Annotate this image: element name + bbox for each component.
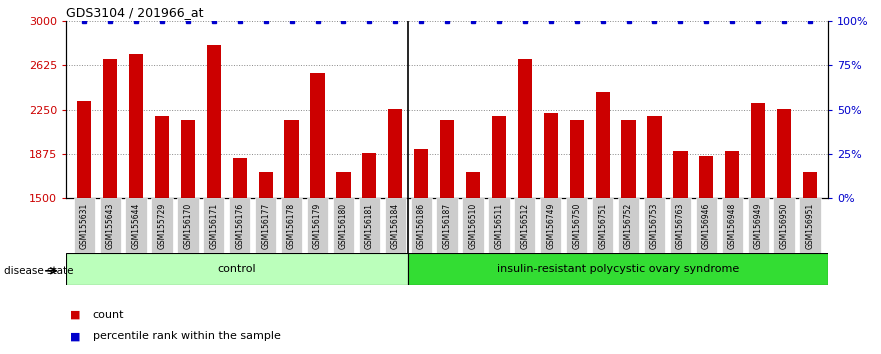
FancyBboxPatch shape (204, 198, 225, 253)
FancyBboxPatch shape (722, 198, 743, 253)
Text: GSM156946: GSM156946 (702, 202, 711, 249)
Text: GSM156751: GSM156751 (598, 202, 607, 249)
Text: GSM156181: GSM156181 (365, 202, 374, 249)
Bar (129, 54, 144, 198)
FancyBboxPatch shape (100, 198, 121, 253)
FancyBboxPatch shape (177, 198, 198, 253)
FancyBboxPatch shape (307, 198, 328, 253)
Text: control: control (218, 264, 256, 274)
Text: GDS3104 / 201966_at: GDS3104 / 201966_at (66, 6, 204, 19)
FancyBboxPatch shape (644, 198, 665, 253)
Bar (103, 59, 117, 198)
Text: GSM156512: GSM156512 (521, 202, 529, 249)
Bar (648, 116, 662, 198)
Bar (362, 153, 376, 198)
Text: ■: ■ (70, 310, 81, 320)
FancyBboxPatch shape (152, 198, 173, 253)
FancyBboxPatch shape (618, 198, 640, 253)
FancyBboxPatch shape (411, 198, 432, 253)
Text: GSM156177: GSM156177 (261, 202, 270, 249)
FancyBboxPatch shape (463, 198, 484, 253)
Text: GSM156763: GSM156763 (676, 202, 685, 249)
Text: GSM156951: GSM156951 (805, 202, 815, 249)
Bar (440, 120, 455, 198)
Text: percentile rank within the sample: percentile rank within the sample (93, 331, 280, 341)
FancyBboxPatch shape (799, 198, 820, 253)
Bar (155, 116, 169, 198)
Text: insulin-resistant polycystic ovary syndrome: insulin-resistant polycystic ovary syndr… (497, 264, 739, 274)
Bar (310, 73, 324, 198)
Text: GSM156179: GSM156179 (313, 202, 322, 249)
Bar (181, 120, 195, 198)
Text: GSM156948: GSM156948 (728, 202, 737, 249)
FancyBboxPatch shape (488, 198, 509, 253)
Text: count: count (93, 310, 124, 320)
FancyBboxPatch shape (66, 253, 408, 285)
Text: GSM156753: GSM156753 (650, 202, 659, 249)
Text: GSM156171: GSM156171 (210, 202, 218, 249)
Bar (492, 116, 506, 198)
FancyBboxPatch shape (229, 198, 250, 253)
Bar (389, 109, 403, 198)
Bar (207, 45, 221, 198)
FancyBboxPatch shape (385, 198, 406, 253)
Bar (337, 172, 351, 198)
Bar (518, 59, 532, 198)
Text: GSM156949: GSM156949 (753, 202, 763, 249)
Text: GSM156187: GSM156187 (442, 202, 452, 249)
Text: GSM155643: GSM155643 (106, 202, 115, 249)
FancyBboxPatch shape (255, 198, 277, 253)
Text: GSM156511: GSM156511 (494, 202, 503, 249)
FancyBboxPatch shape (592, 198, 613, 253)
Text: GSM156749: GSM156749 (546, 202, 555, 249)
FancyBboxPatch shape (540, 198, 561, 253)
Bar (700, 156, 714, 198)
FancyBboxPatch shape (566, 198, 588, 253)
Text: GSM155644: GSM155644 (131, 202, 141, 249)
FancyBboxPatch shape (774, 198, 795, 253)
Bar (725, 151, 739, 198)
FancyBboxPatch shape (436, 198, 458, 253)
Text: GSM156176: GSM156176 (235, 202, 244, 249)
Text: GSM156510: GSM156510 (469, 202, 478, 249)
Bar (285, 120, 299, 198)
Text: GSM156950: GSM156950 (780, 202, 788, 249)
Bar (466, 172, 480, 198)
FancyBboxPatch shape (359, 198, 380, 253)
Bar (803, 172, 817, 198)
Text: GSM156170: GSM156170 (183, 202, 192, 249)
Bar (621, 120, 636, 198)
Text: disease state: disease state (4, 266, 74, 276)
Bar (751, 103, 766, 198)
FancyBboxPatch shape (74, 198, 95, 253)
Bar (414, 149, 428, 198)
FancyBboxPatch shape (125, 198, 147, 253)
Text: GSM155631: GSM155631 (79, 202, 89, 249)
Text: GSM155729: GSM155729 (158, 202, 167, 249)
Bar (777, 109, 791, 198)
Bar (78, 102, 92, 198)
FancyBboxPatch shape (333, 198, 354, 253)
Text: GSM156752: GSM156752 (624, 202, 633, 249)
Bar (258, 172, 273, 198)
Bar (596, 92, 610, 198)
FancyBboxPatch shape (515, 198, 536, 253)
FancyBboxPatch shape (281, 198, 302, 253)
Text: GSM156184: GSM156184 (391, 202, 400, 249)
FancyBboxPatch shape (696, 198, 717, 253)
Text: GSM156180: GSM156180 (339, 202, 348, 249)
Text: ■: ■ (70, 331, 81, 341)
Bar (233, 158, 247, 198)
FancyBboxPatch shape (747, 198, 769, 253)
Text: GSM156186: GSM156186 (417, 202, 426, 249)
FancyBboxPatch shape (670, 198, 691, 253)
Bar (673, 151, 687, 198)
Bar (544, 113, 558, 198)
Text: GSM156750: GSM156750 (573, 202, 581, 249)
FancyBboxPatch shape (408, 253, 828, 285)
Bar (570, 120, 584, 198)
Text: GSM156178: GSM156178 (287, 202, 296, 249)
